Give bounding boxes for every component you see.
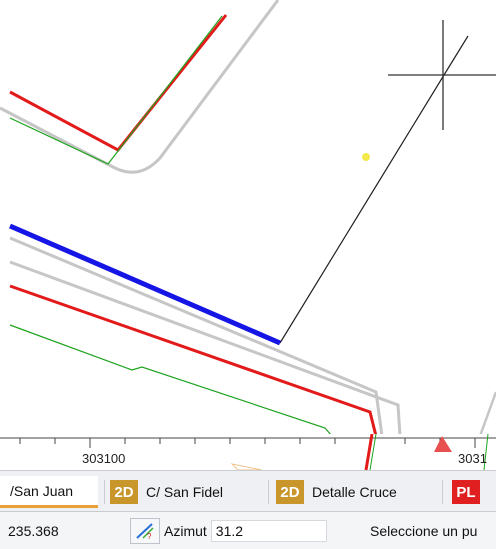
ruler-tick-label: 3031: [458, 451, 487, 466]
ghost-shape: [230, 463, 263, 470]
2d-badge-icon: 2D: [276, 480, 304, 504]
ruler-svg: [0, 434, 496, 470]
tab-label: C/ San Fidel: [146, 484, 224, 500]
green-line-upper: [9, 15, 223, 165]
road-edge-upper: [0, 0, 280, 174]
tab-san-fidel[interactable]: 2D C/ San Fidel: [110, 476, 260, 508]
green-line-lower: [9, 324, 333, 436]
tab-divider: [104, 480, 105, 504]
road-edge-lower-2: [9, 260, 402, 436]
tab-divider: [268, 480, 269, 504]
tab-divider: [442, 480, 443, 504]
road-edge-right: [478, 391, 496, 436]
tab-label: Detalle Cruce: [312, 484, 397, 500]
drawing-canvas[interactable]: [0, 0, 496, 436]
azimut-icon[interactable]: ?: [130, 517, 160, 544]
coordinate-value: 235.368: [8, 522, 59, 539]
azimut-label: Azimut: [164, 522, 207, 539]
azimut-control: ? Azimut: [130, 512, 327, 549]
black-polyline: [279, 35, 469, 344]
triangle-marker-icon: [434, 436, 452, 452]
coordinate-readout: 235.368: [8, 512, 59, 549]
yellow-point: [362, 153, 370, 161]
pl-badge-icon: PL: [452, 480, 480, 504]
azimut-input[interactable]: [210, 519, 327, 542]
blue-line: [9, 223, 281, 346]
azimut-icon-svg: ?: [136, 522, 154, 540]
ruler-tick-label: 303100: [82, 451, 126, 466]
2d-badge-icon: 2D: [110, 480, 138, 504]
road-edge-lower-1: [9, 236, 384, 436]
red-line-upper: [9, 14, 228, 152]
prompt-text: Seleccione un pu: [370, 522, 478, 539]
crosshair-cursor-icon: [388, 20, 496, 130]
status-bar: 235.368 ? Azimut Seleccione un pu: [0, 512, 496, 549]
tab-label: /San Juan: [10, 482, 74, 499]
drawing-svg[interactable]: [0, 0, 496, 436]
tab-pl[interactable]: PL: [452, 476, 496, 508]
command-prompt: Seleccione un pu: [370, 512, 477, 549]
tab-detalle-cruce[interactable]: 2D Detalle Cruce: [276, 476, 436, 508]
svg-text:?: ?: [147, 532, 152, 540]
document-tab-bar: /San Juan 2D C/ San Fidel 2D Detalle Cru…: [0, 470, 496, 512]
coordinate-ruler: 303100 3031: [0, 434, 496, 470]
tab-san-juan[interactable]: /San Juan: [0, 476, 98, 508]
red-line-lower: [9, 284, 378, 436]
